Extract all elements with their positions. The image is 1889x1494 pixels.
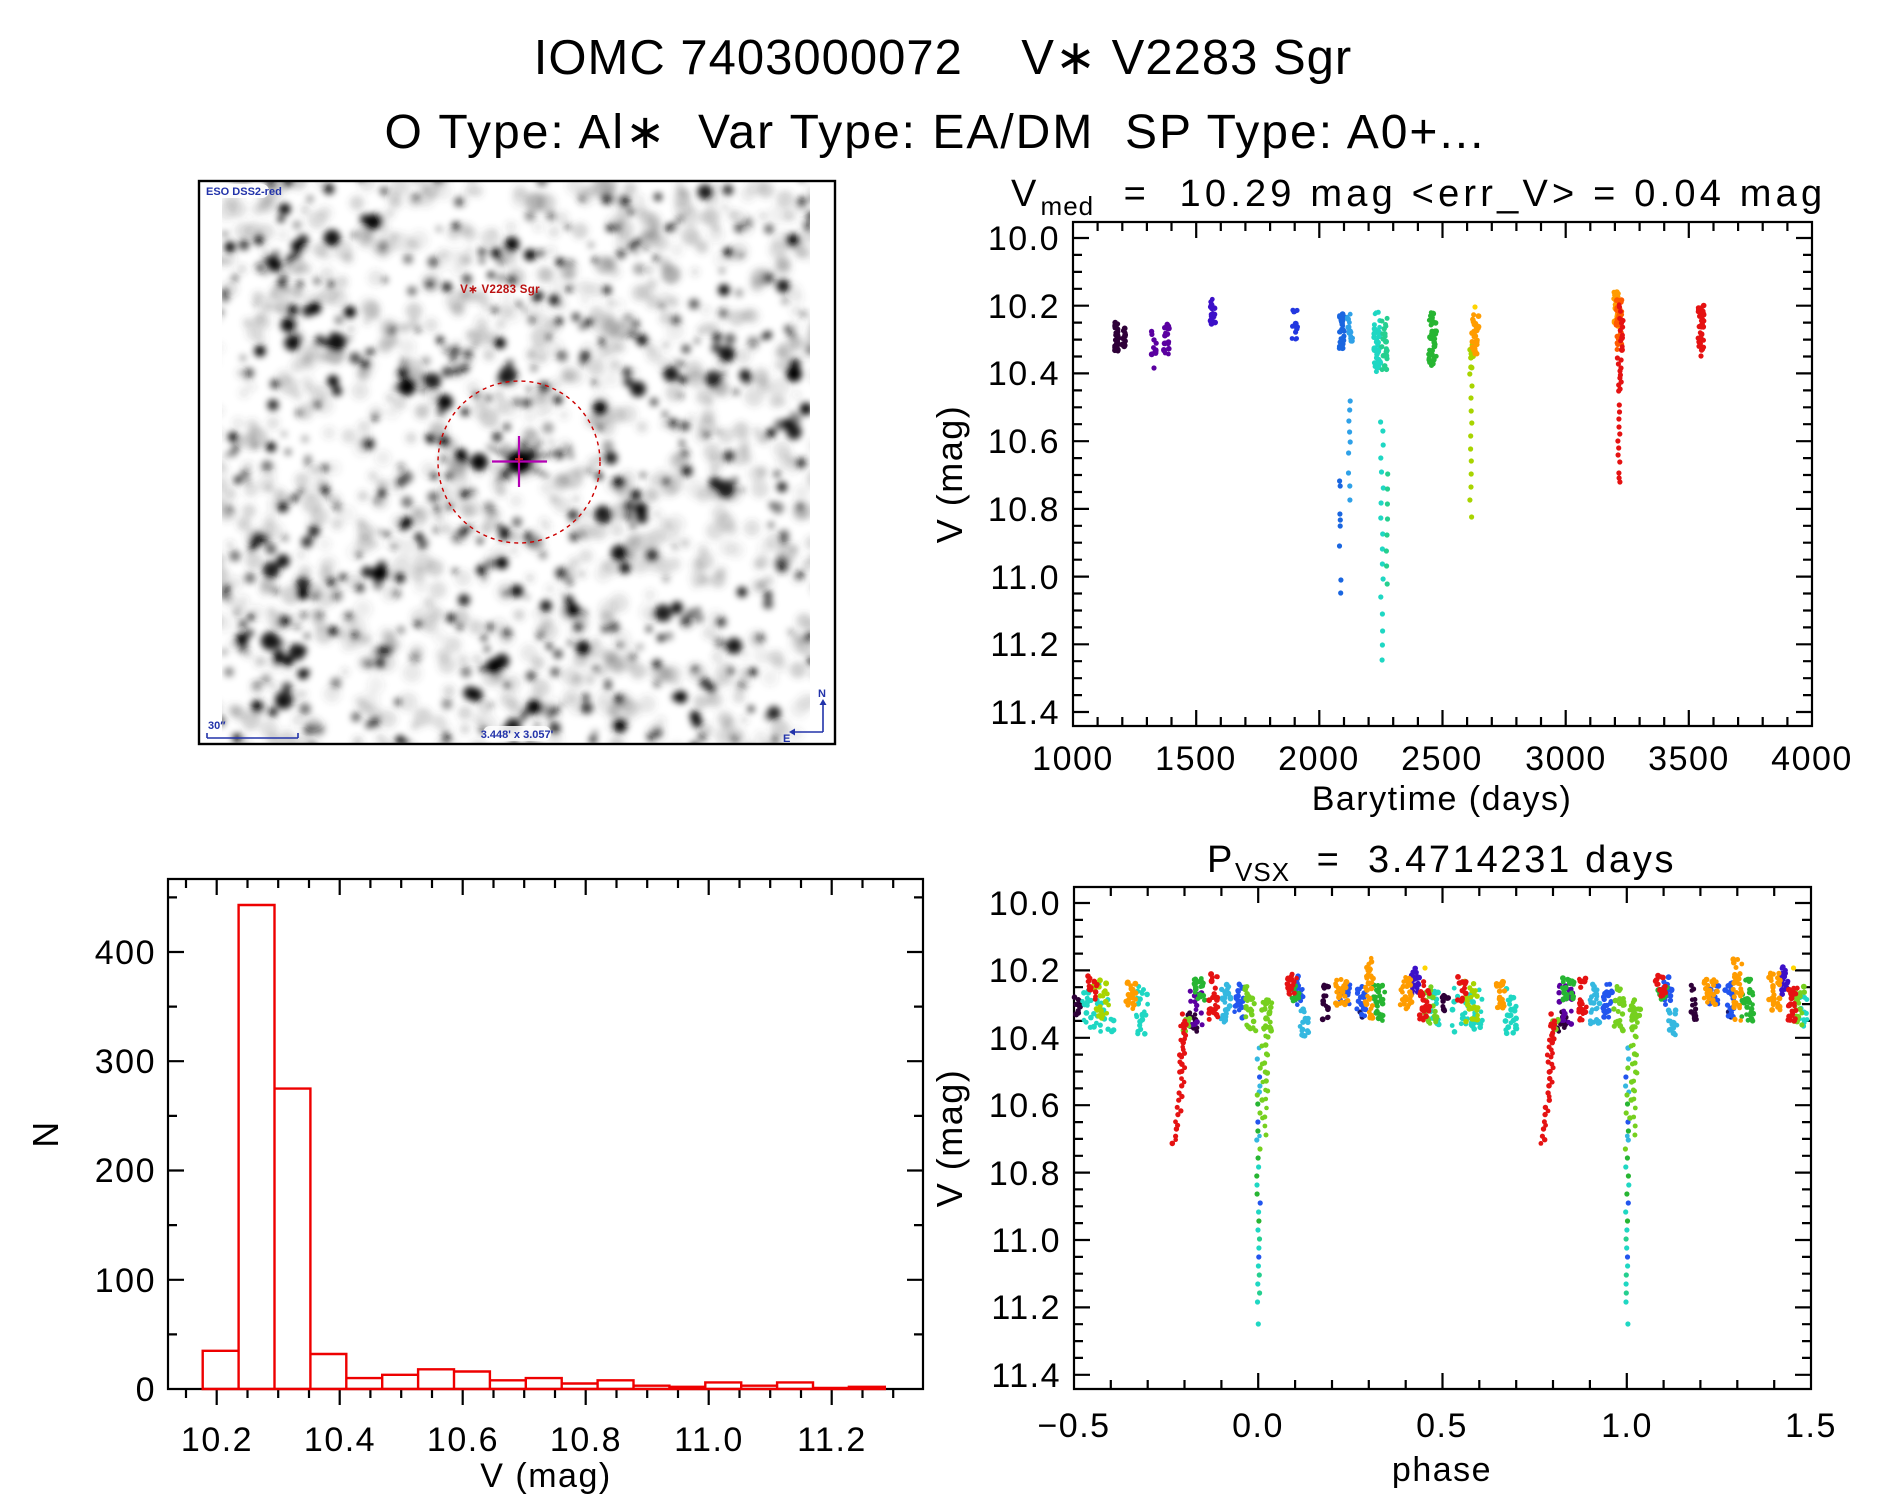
svg-text:3000: 3000 bbox=[1525, 740, 1607, 778]
svg-text:PVSX = 3.4714231 days: PVSX = 3.4714231 days bbox=[1207, 839, 1676, 887]
svg-text:11.0: 11.0 bbox=[991, 1222, 1061, 1260]
svg-text:3500: 3500 bbox=[1648, 740, 1730, 778]
svg-text:10.6: 10.6 bbox=[427, 1421, 499, 1459]
svg-text:10.4: 10.4 bbox=[989, 1020, 1061, 1058]
svg-text:11.2: 11.2 bbox=[797, 1421, 867, 1459]
svg-text:0: 0 bbox=[136, 1371, 156, 1409]
svg-text:−0.5: −0.5 bbox=[1037, 1407, 1110, 1445]
svg-text:IOMC 7403000072 V∗ V2283 Sg: IOMC 7403000072 V∗ V2283 Sgr bbox=[534, 31, 1352, 85]
svg-text:1500: 1500 bbox=[1155, 740, 1237, 778]
svg-text:10.2: 10.2 bbox=[181, 1421, 253, 1459]
svg-text:400: 400 bbox=[95, 934, 156, 972]
svg-text:2000: 2000 bbox=[1278, 740, 1360, 778]
svg-text:N: N bbox=[818, 688, 826, 700]
svg-text:V (mag): V (mag) bbox=[929, 405, 970, 544]
svg-text:10.6: 10.6 bbox=[988, 423, 1060, 461]
svg-text:10.2: 10.2 bbox=[988, 288, 1060, 326]
svg-text:V (mag): V (mag) bbox=[929, 1069, 970, 1208]
svg-text:10.8: 10.8 bbox=[550, 1421, 622, 1459]
svg-text:10.4: 10.4 bbox=[988, 355, 1060, 393]
svg-text:Barytime (days): Barytime (days) bbox=[1312, 780, 1573, 818]
svg-text:200: 200 bbox=[95, 1152, 156, 1190]
svg-text:4000: 4000 bbox=[1771, 740, 1853, 778]
svg-text:100: 100 bbox=[95, 1262, 156, 1300]
svg-text:11.4: 11.4 bbox=[990, 694, 1060, 732]
svg-text:11.2: 11.2 bbox=[990, 626, 1060, 664]
svg-text:ESO DSS2-red: ESO DSS2-red bbox=[206, 186, 282, 198]
svg-text:11.2: 11.2 bbox=[991, 1289, 1061, 1327]
svg-text:300: 300 bbox=[95, 1043, 156, 1081]
svg-text:0.0: 0.0 bbox=[1232, 1407, 1284, 1445]
svg-text:1.5: 1.5 bbox=[1785, 1407, 1837, 1445]
svg-text:N: N bbox=[25, 1120, 66, 1148]
svg-text:V (mag): V (mag) bbox=[480, 1457, 611, 1494]
svg-text:1000: 1000 bbox=[1032, 740, 1114, 778]
svg-text:11.0: 11.0 bbox=[990, 559, 1060, 597]
svg-text:11.4: 11.4 bbox=[991, 1357, 1061, 1395]
svg-text:11.0: 11.0 bbox=[674, 1421, 744, 1459]
svg-text:10.6: 10.6 bbox=[989, 1087, 1061, 1125]
svg-text:3.448' x 3.057': 3.448' x 3.057' bbox=[481, 729, 554, 741]
svg-text:10.2: 10.2 bbox=[989, 952, 1061, 990]
svg-text:0.5: 0.5 bbox=[1416, 1407, 1468, 1445]
svg-text:10.0: 10.0 bbox=[989, 885, 1061, 923]
svg-text:10.4: 10.4 bbox=[304, 1421, 376, 1459]
svg-text:1.0: 1.0 bbox=[1601, 1407, 1653, 1445]
svg-text:Vmed = 10.29 mag <err_V> = 0: Vmed = 10.29 mag <err_V> = 0.04 mag bbox=[1011, 173, 1826, 221]
svg-text:O Type: Al∗ Var Type: EA/DM: O Type: Al∗ Var Type: EA/DM SP Type: A0+… bbox=[385, 106, 1486, 159]
svg-text:E: E bbox=[783, 733, 790, 745]
svg-text:10.8: 10.8 bbox=[989, 1155, 1061, 1193]
svg-text:30″: 30″ bbox=[208, 720, 226, 732]
svg-text:10.0: 10.0 bbox=[988, 220, 1060, 258]
svg-text:phase: phase bbox=[1392, 1451, 1492, 1489]
svg-text:V∗ V2283 Sgr: V∗ V2283 Sgr bbox=[460, 284, 540, 296]
svg-text:2500: 2500 bbox=[1401, 740, 1483, 778]
svg-text:10.8: 10.8 bbox=[988, 491, 1060, 529]
